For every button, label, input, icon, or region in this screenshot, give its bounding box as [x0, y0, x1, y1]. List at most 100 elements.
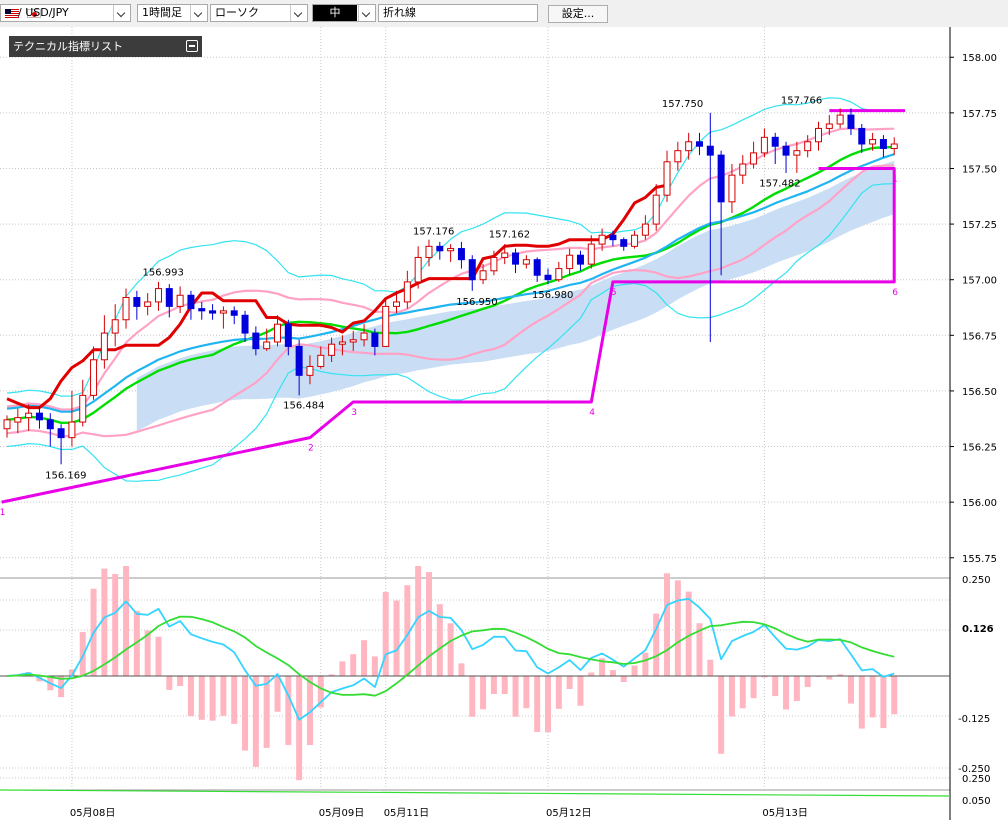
macd-histogram-bar	[739, 676, 746, 709]
osc-bottom-label-1: -0.250	[958, 764, 990, 775]
macd-histogram-bar	[728, 676, 735, 717]
candle-body	[230, 310, 238, 316]
candle-body	[836, 114, 844, 125]
macd-histogram-bar	[783, 676, 790, 710]
price-tick-label: 156.50	[962, 387, 997, 398]
macd-histogram-bar	[252, 676, 259, 767]
osc-lower-label: -0.125	[958, 714, 990, 725]
candle-body	[512, 252, 520, 265]
candle-body	[782, 145, 790, 156]
candle-body	[349, 339, 357, 343]
macd-histogram-bar	[750, 676, 757, 699]
signal-line	[6, 615, 895, 697]
macd-histogram-bar	[263, 676, 270, 748]
candle-body	[663, 161, 671, 196]
settings-button[interactable]: 設定...	[548, 5, 608, 23]
candle-body	[165, 288, 173, 307]
candle-body	[501, 252, 509, 258]
macd-histogram-bar	[512, 676, 519, 717]
macd-histogram-bar	[718, 676, 725, 754]
macd-histogram-bar	[458, 663, 465, 676]
macd-histogram-bar	[858, 676, 865, 729]
indicator-list-panel[interactable]: テクニカル指標リスト	[9, 36, 202, 57]
timeframe-select[interactable]: 1時間足	[137, 4, 208, 22]
candle-body	[685, 141, 693, 152]
ichimoku-cloud	[136, 160, 895, 432]
high-low-label: 156.169	[45, 471, 86, 482]
candle-body	[284, 323, 292, 347]
candle-body	[728, 174, 736, 203]
macd-histogram-bar	[588, 672, 595, 676]
candle-body	[555, 268, 563, 281]
candle-body	[317, 354, 325, 367]
macd-histogram-bar	[609, 670, 616, 676]
macd-histogram-bar	[382, 591, 389, 676]
macd-histogram-bar	[415, 566, 422, 676]
drawing-tool-label: 折れ線	[383, 6, 416, 19]
macd-histogram-bar	[891, 676, 898, 715]
macd-histogram-bar	[826, 676, 833, 680]
candle-body	[609, 234, 617, 241]
symbol-select[interactable]: / USD/JPY	[0, 4, 131, 22]
candle-body	[750, 152, 758, 165]
candle-body	[252, 332, 260, 350]
candle-body	[631, 234, 639, 247]
price-tick-label: 157.00	[962, 276, 997, 287]
macd-histogram-bar	[523, 676, 530, 709]
drawing-tool-field[interactable]: 折れ線	[378, 4, 538, 22]
candle-body	[576, 254, 584, 265]
zigzag-lines: 1 2 3 4 5 6 1	[0, 109, 906, 518]
chevron-down-icon	[113, 5, 130, 21]
chart-type-select[interactable]: ローソク	[210, 4, 308, 22]
zigzag-point-label: 1	[0, 508, 5, 518]
price-tick-label: 157.25	[962, 220, 997, 231]
minimize-icon[interactable]	[186, 40, 198, 52]
macd-histogram-bar	[707, 659, 714, 676]
candle-body	[371, 332, 379, 347]
candle-body	[468, 259, 476, 281]
candle-body	[587, 243, 595, 265]
osc-bottom-label-2: 0.250	[962, 774, 991, 785]
macd-histogram-bar	[880, 676, 887, 729]
macd-histogram-bar	[306, 676, 313, 746]
candle-body	[68, 421, 76, 439]
candle-body	[14, 417, 22, 423]
macd-histogram-bar	[501, 676, 508, 695]
us-flag-icon	[5, 9, 19, 18]
macd-histogram-bar	[793, 676, 800, 702]
macd-histogram-bar	[480, 676, 487, 710]
time-tick-label: 05月08日	[70, 807, 115, 819]
time-axis: 05月08日 05月09日 05月11日 05月12日 05月13日	[70, 807, 808, 819]
candle-body	[479, 270, 487, 281]
price-chart: 123 45 61 156.169156.993156.484157.176156.…	[0, 27, 1008, 820]
macd-histogram-bar	[761, 676, 768, 678]
macd-histogram-bar	[328, 674, 335, 676]
high-low-label: 156.993	[142, 267, 183, 278]
size-select[interactable]: 中	[312, 4, 376, 22]
candle-body	[328, 343, 336, 356]
time-tick-label: 05月12日	[546, 807, 591, 819]
candle-body	[425, 245, 433, 258]
macd-histogram-bar	[674, 580, 681, 676]
candle-body	[879, 139, 887, 149]
macd-histogram-bar	[209, 676, 216, 721]
zigzag-point-label: 4	[589, 408, 595, 418]
candle-body	[544, 274, 552, 281]
candle-body	[122, 296, 130, 321]
bb-middle	[6, 145, 895, 424]
candle-body	[620, 239, 628, 247]
candle-body	[176, 294, 184, 307]
macd-histogram-bar	[166, 676, 173, 690]
macd-histogram-bar	[296, 676, 303, 781]
indicator-list-title: テクニカル指標リスト	[13, 40, 123, 53]
macd-histogram-bar	[837, 674, 844, 676]
price-tick-label: 156.75	[962, 331, 997, 342]
lagging-line	[6, 183, 668, 410]
macd-histogram-bar	[555, 676, 562, 709]
candle-body	[403, 281, 411, 303]
macd-histogram-bar	[177, 676, 184, 686]
macd-histogram-bar	[664, 573, 671, 676]
high-low-label: 157.162	[489, 230, 530, 241]
candle-body	[760, 136, 768, 154]
price-tick-label: 156.25	[962, 443, 997, 454]
